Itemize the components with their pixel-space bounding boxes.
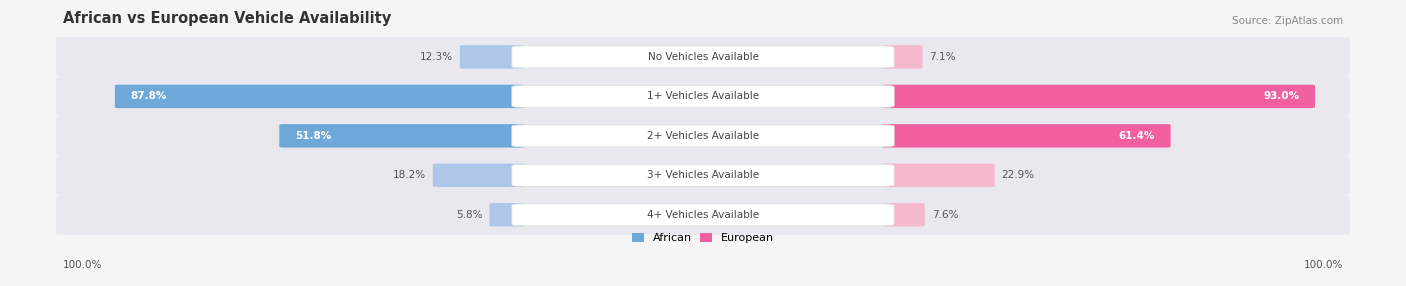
Text: 2+ Vehicles Available: 2+ Vehicles Available [647, 131, 759, 141]
FancyBboxPatch shape [56, 195, 1350, 235]
FancyBboxPatch shape [56, 156, 1350, 195]
Text: 93.0%: 93.0% [1264, 92, 1299, 101]
Text: 5.8%: 5.8% [456, 210, 482, 220]
FancyBboxPatch shape [433, 164, 524, 187]
FancyBboxPatch shape [56, 77, 1350, 116]
FancyBboxPatch shape [512, 125, 894, 147]
FancyBboxPatch shape [882, 164, 994, 187]
FancyBboxPatch shape [882, 203, 925, 227]
FancyBboxPatch shape [115, 85, 524, 108]
FancyBboxPatch shape [489, 203, 524, 227]
FancyBboxPatch shape [882, 124, 1171, 148]
Text: 1+ Vehicles Available: 1+ Vehicles Available [647, 92, 759, 101]
FancyBboxPatch shape [56, 116, 1350, 156]
Text: 4+ Vehicles Available: 4+ Vehicles Available [647, 210, 759, 220]
FancyBboxPatch shape [512, 86, 894, 107]
FancyBboxPatch shape [512, 164, 894, 186]
Text: 18.2%: 18.2% [392, 170, 426, 180]
Text: African vs European Vehicle Availability: African vs European Vehicle Availability [63, 11, 391, 26]
Legend: African, European: African, European [633, 233, 773, 243]
FancyBboxPatch shape [882, 85, 1315, 108]
FancyBboxPatch shape [56, 37, 1350, 77]
Text: 51.8%: 51.8% [295, 131, 330, 141]
Text: Source: ZipAtlas.com: Source: ZipAtlas.com [1232, 16, 1343, 26]
FancyBboxPatch shape [460, 45, 524, 69]
Text: 3+ Vehicles Available: 3+ Vehicles Available [647, 170, 759, 180]
Text: 100.0%: 100.0% [1303, 260, 1343, 270]
FancyBboxPatch shape [512, 204, 894, 226]
Text: No Vehicles Available: No Vehicles Available [648, 52, 758, 62]
FancyBboxPatch shape [512, 46, 894, 68]
Text: 7.1%: 7.1% [929, 52, 956, 62]
FancyBboxPatch shape [280, 124, 524, 148]
Text: 61.4%: 61.4% [1119, 131, 1156, 141]
Text: 100.0%: 100.0% [63, 260, 103, 270]
Text: 12.3%: 12.3% [419, 52, 453, 62]
Text: 7.6%: 7.6% [932, 210, 959, 220]
Text: 87.8%: 87.8% [131, 92, 167, 101]
Text: 22.9%: 22.9% [1001, 170, 1035, 180]
FancyBboxPatch shape [882, 45, 922, 69]
